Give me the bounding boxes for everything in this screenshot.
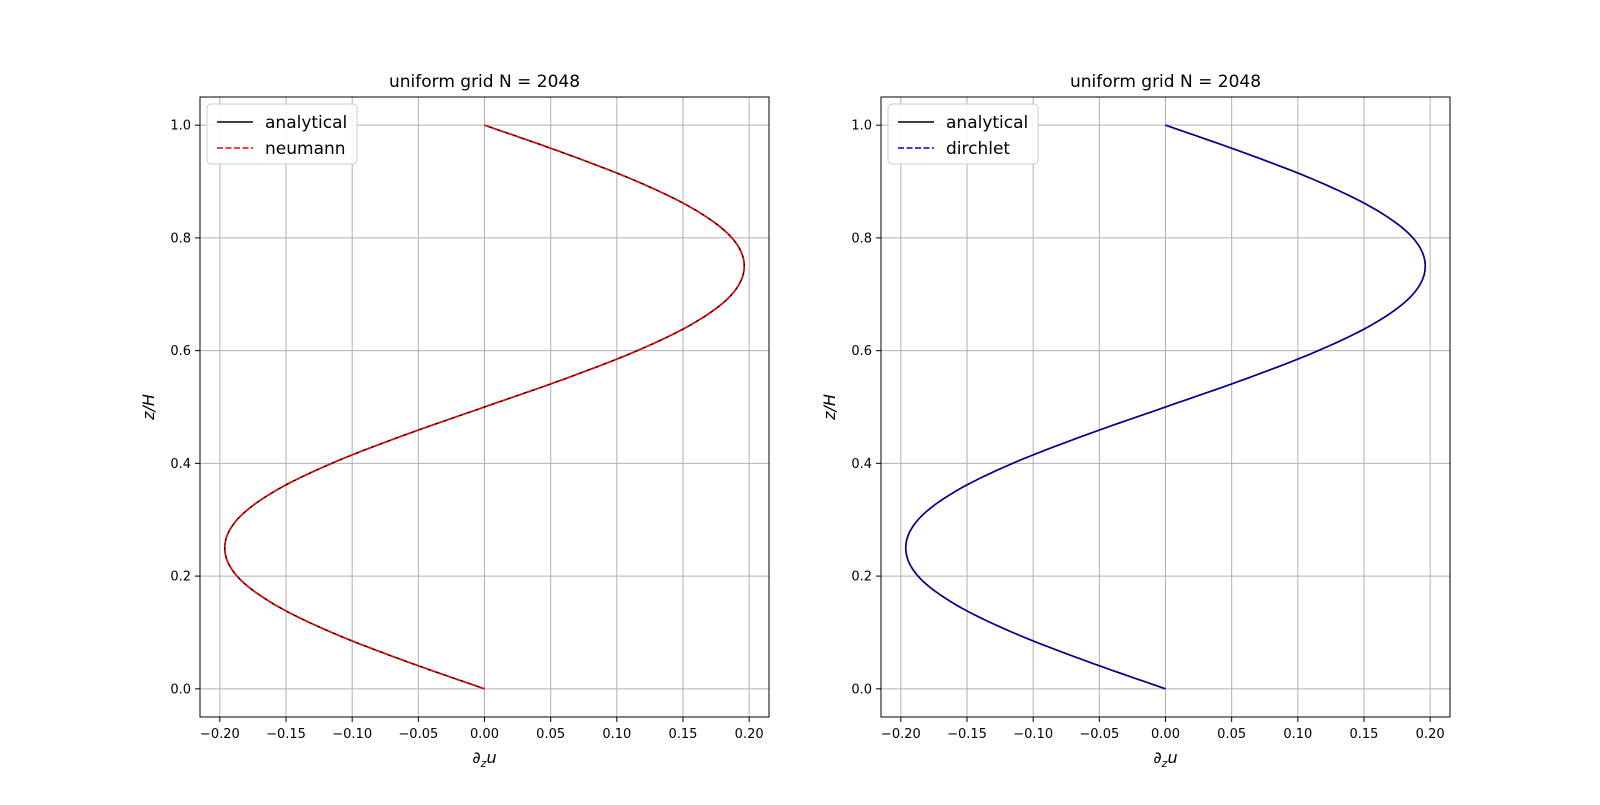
x-axis-label-subscript: z [480,757,487,770]
legend-label-analytical: analytical [265,113,347,133]
y-tick-label: 0.2 [851,570,872,585]
series-line-analytical [904,124,1427,690]
x-axis-label: ∂zu [1153,748,1177,770]
legend-label-neumann: neumann [265,139,346,159]
y-tick-label: 0.4 [170,457,191,472]
x-tick-label: 0.10 [1283,727,1312,742]
chart-title: uniform grid N = 2048 [389,72,580,92]
series-line-analytical [223,124,746,690]
y-tick-label: 0.4 [851,457,872,472]
y-tick-label: 1.0 [851,119,872,134]
legend-box [206,103,358,165]
y-axis-label: z/H [139,394,158,421]
y-tick-label: 0.8 [170,231,191,246]
y-tick-label: 0.8 [851,231,872,246]
y-tick-label: 0.6 [170,344,191,359]
y-tick-label: 0.0 [170,682,191,697]
chart-right: −0.20 −0.15 −0.10 −0.05 0.00 0.05 0.10 0.15 0.20… [820,72,1451,770]
x-axis-label-subscript: z [1161,757,1168,770]
x-tick-label: −0.15 [266,727,306,742]
x-tick-label: 0.20 [735,727,764,742]
x-tick-label: −0.05 [1079,727,1119,742]
x-tick-label: 0.05 [536,727,565,742]
x-tick-label: 0.10 [602,727,631,742]
x-axis-label-symbol: ∂ [472,748,480,767]
x-tick-label: 0.00 [470,727,499,742]
y-tick-label: 1.0 [170,119,191,134]
x-tick-label: −0.10 [332,727,372,742]
chart-left: −0.20 −0.15 −0.10 −0.05 0.00 0.05 0.10 0.15 0.20… [139,72,770,770]
x-tick-label: −0.20 [881,727,921,742]
legend: analytical dirchlet [887,103,1039,165]
legend-box [887,103,1039,165]
x-axis-label-variable: u [1167,748,1177,767]
x-tick-label: −0.20 [200,727,240,742]
x-axis-label: ∂zu [472,748,496,770]
x-tick-label: 0.15 [669,727,698,742]
x-tick-label: 0.00 [1151,727,1180,742]
y-axis-label: z/H [820,394,839,421]
legend-label-dirchlet: dirchlet [946,139,1010,159]
x-tick-label: 0.15 [1350,727,1379,742]
x-tick-label: −0.15 [947,727,987,742]
x-tick-label: −0.10 [1013,727,1053,742]
chart-title: uniform grid N = 2048 [1070,72,1261,92]
x-axis-label-symbol: ∂ [1153,748,1161,767]
legend: analytical neumann [206,103,358,165]
x-tick-label: 0.05 [1217,727,1246,742]
legend-label-analytical: analytical [946,113,1028,133]
y-tick-label: 0.6 [851,344,872,359]
x-tick-label: −0.05 [398,727,438,742]
x-tick-label: 0.20 [1416,727,1445,742]
y-tick-label: 0.2 [170,570,191,585]
y-tick-label: 0.0 [851,682,872,697]
x-axis-label-variable: u [486,748,496,767]
